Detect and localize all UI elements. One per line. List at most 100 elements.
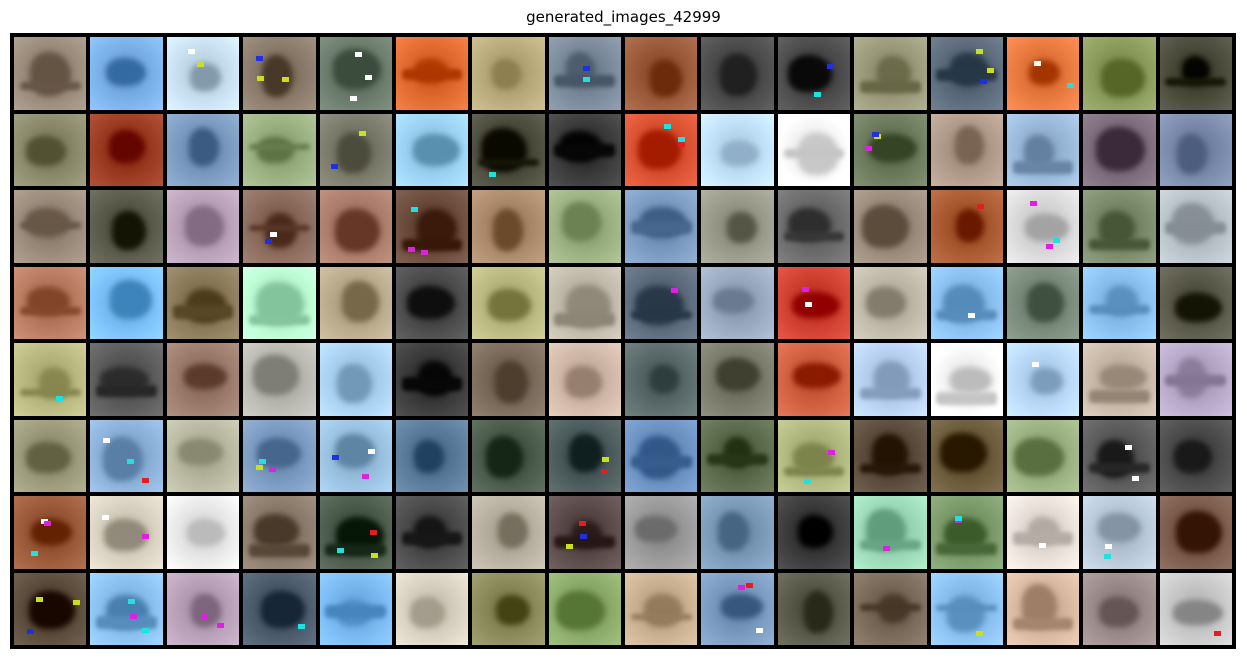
generated-image-tile (1083, 496, 1156, 569)
generated-image-tile (1159, 266, 1232, 339)
generated-image-tile (625, 37, 698, 110)
generated-image-tile (548, 343, 621, 416)
generated-image-tile (319, 37, 392, 110)
generated-image-tile (90, 343, 163, 416)
generated-image-tile (472, 190, 545, 263)
generated-image-tile (548, 572, 621, 645)
generated-image-tile (90, 113, 163, 186)
generated-image-tile (472, 37, 545, 110)
generated-image-tile (777, 190, 851, 263)
generated-image-tile (243, 496, 316, 569)
generated-image-tile (319, 113, 392, 186)
generated-image-tile (90, 37, 163, 110)
generated-image-tile (243, 37, 316, 110)
generated-image-tile (243, 343, 316, 416)
generated-image-tile (1006, 37, 1080, 110)
generated-image-tile (548, 419, 621, 492)
generated-image-tile (625, 343, 698, 416)
generated-image-tile (1006, 419, 1080, 492)
generated-image-tile (472, 572, 545, 645)
generated-image-tile (1006, 113, 1080, 186)
generated-image-tile (166, 496, 240, 569)
generated-image-tile (854, 266, 927, 339)
generated-image-tile (625, 572, 698, 645)
generated-image-tile (1159, 496, 1232, 569)
generated-image-tile (701, 266, 774, 339)
generated-image-tile (395, 37, 469, 110)
generated-image-tile (395, 572, 469, 645)
generated-image-tile (1159, 572, 1232, 645)
generated-image-tile (1159, 37, 1232, 110)
generated-image-tile (701, 113, 774, 186)
generated-image-tile (1083, 572, 1156, 645)
generated-image-tile (166, 419, 240, 492)
generated-image-tile (701, 419, 774, 492)
generated-image-tile (548, 113, 621, 186)
generated-image-tile (166, 572, 240, 645)
generated-image-tile (14, 37, 87, 110)
generated-image-tile (1006, 496, 1080, 569)
generated-image-tile (854, 419, 927, 492)
generated-image-tile (166, 190, 240, 263)
generated-image-tile (548, 266, 621, 339)
generated-image-tile (319, 190, 392, 263)
generated-image-tile (1006, 343, 1080, 416)
generated-image-tile (472, 419, 545, 492)
generated-image-tile (472, 266, 545, 339)
generated-image-tile (472, 343, 545, 416)
generated-image-tile (90, 190, 163, 263)
generated-image-tile (243, 266, 316, 339)
generated-image-tile (930, 419, 1003, 492)
generated-image-tile (625, 190, 698, 263)
generated-image-tile (14, 266, 87, 339)
generated-image-tile (625, 113, 698, 186)
generated-image-tile (930, 113, 1003, 186)
generated-image-tile (777, 266, 851, 339)
generated-image-tile (166, 113, 240, 186)
generated-image-tile (930, 572, 1003, 645)
generated-image-tile (1006, 266, 1080, 339)
generated-image-tile (854, 343, 927, 416)
generated-image-tile (777, 572, 851, 645)
generated-image-tile (625, 496, 698, 569)
generated-image-tile (395, 266, 469, 339)
generated-image-tile (319, 266, 392, 339)
generated-image-tile (930, 343, 1003, 416)
generated-image-tile (1083, 190, 1156, 263)
generated-image-tile (90, 419, 163, 492)
generated-image-tile (90, 572, 163, 645)
generated-image-tile (1083, 113, 1156, 186)
generated-image-tile (395, 343, 469, 416)
generated-image-tile (1006, 572, 1080, 645)
generated-image-tile (395, 419, 469, 492)
generated-image-tile (319, 343, 392, 416)
generated-image-tile (166, 37, 240, 110)
generated-image-tile (14, 572, 87, 645)
generated-image-tile (1159, 419, 1232, 492)
generated-image-tile (777, 343, 851, 416)
generated-image-tile (166, 266, 240, 339)
generated-image-tile (701, 496, 774, 569)
generated-image-tile (319, 419, 392, 492)
generated-image-tile (166, 343, 240, 416)
generated-image-tile (243, 113, 316, 186)
generated-image-tile (777, 496, 851, 569)
generated-image-tile (472, 113, 545, 186)
generated-image-tile (1083, 266, 1156, 339)
generated-image-tile (701, 190, 774, 263)
generated-image-tile (14, 113, 87, 186)
generated-image-tile (1159, 113, 1232, 186)
figure-title: generated_images_42999 (526, 8, 721, 26)
image-grid (10, 33, 1236, 649)
generated-image-tile (930, 496, 1003, 569)
generated-image-tile (1006, 190, 1080, 263)
generated-image-tile (548, 496, 621, 569)
generated-image-tile (854, 496, 927, 569)
generated-image-tile (319, 496, 392, 569)
generated-image-tile (1159, 343, 1232, 416)
generated-image-tile (777, 113, 851, 186)
generated-image-tile (930, 266, 1003, 339)
generated-image-tile (1159, 190, 1232, 263)
generated-image-tile (1083, 37, 1156, 110)
generated-image-tile (395, 190, 469, 263)
